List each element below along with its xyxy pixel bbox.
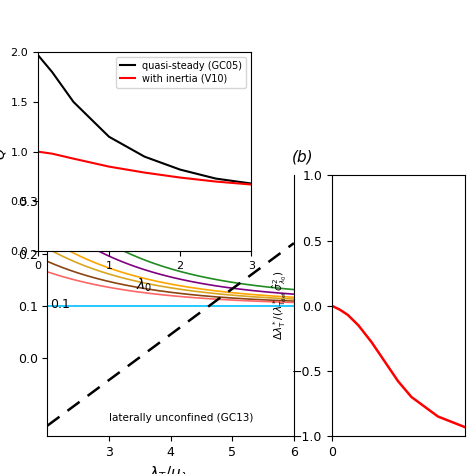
quasi-steady (GC05) <box>106 134 112 140</box>
X-axis label: $\lambda_0$: $\lambda_0$ <box>137 276 153 294</box>
with inertia (V10) <box>142 170 147 175</box>
Legend: quasi-steady (GC05), with inertia (V10): quasi-steady (GC05), with inertia (V10) <box>116 57 246 88</box>
with inertia (V10) <box>49 151 55 156</box>
Text: laterally unconfined (GC13): laterally unconfined (GC13) <box>109 413 254 423</box>
Line: with inertia (V10): with inertia (V10) <box>38 152 251 184</box>
Text: 0.1: 0.1 <box>50 298 70 310</box>
quasi-steady (GC05) <box>248 181 254 186</box>
with inertia (V10) <box>177 175 183 181</box>
quasi-steady (GC05) <box>49 69 55 75</box>
quasi-steady (GC05) <box>142 154 147 160</box>
Line: quasi-steady (GC05): quasi-steady (GC05) <box>38 55 251 183</box>
Y-axis label: $Q'$: $Q'$ <box>0 144 9 160</box>
quasi-steady (GC05) <box>35 52 41 58</box>
with inertia (V10) <box>35 149 41 155</box>
with inertia (V10) <box>213 179 219 184</box>
with inertia (V10) <box>71 156 76 162</box>
quasi-steady (GC05) <box>213 176 219 182</box>
X-axis label: $\lambda_{\mathrm{T}}/\mu_{\lambda_0}$: $\lambda_{\mathrm{T}}/\mu_{\lambda_0}$ <box>149 465 192 474</box>
with inertia (V10) <box>248 182 254 187</box>
Y-axis label: $\Delta\lambda^*_{\mathrm{T}}/(\lambda^*_{\mathrm{T_{det}}}\,\hat{\sigma}^2_{\la: $\Delta\lambda^*_{\mathrm{T}}/(\lambda^*… <box>270 271 289 340</box>
quasi-steady (GC05) <box>71 99 76 105</box>
Text: (b): (b) <box>292 150 314 165</box>
quasi-steady (GC05) <box>177 167 183 173</box>
with inertia (V10) <box>106 164 112 170</box>
